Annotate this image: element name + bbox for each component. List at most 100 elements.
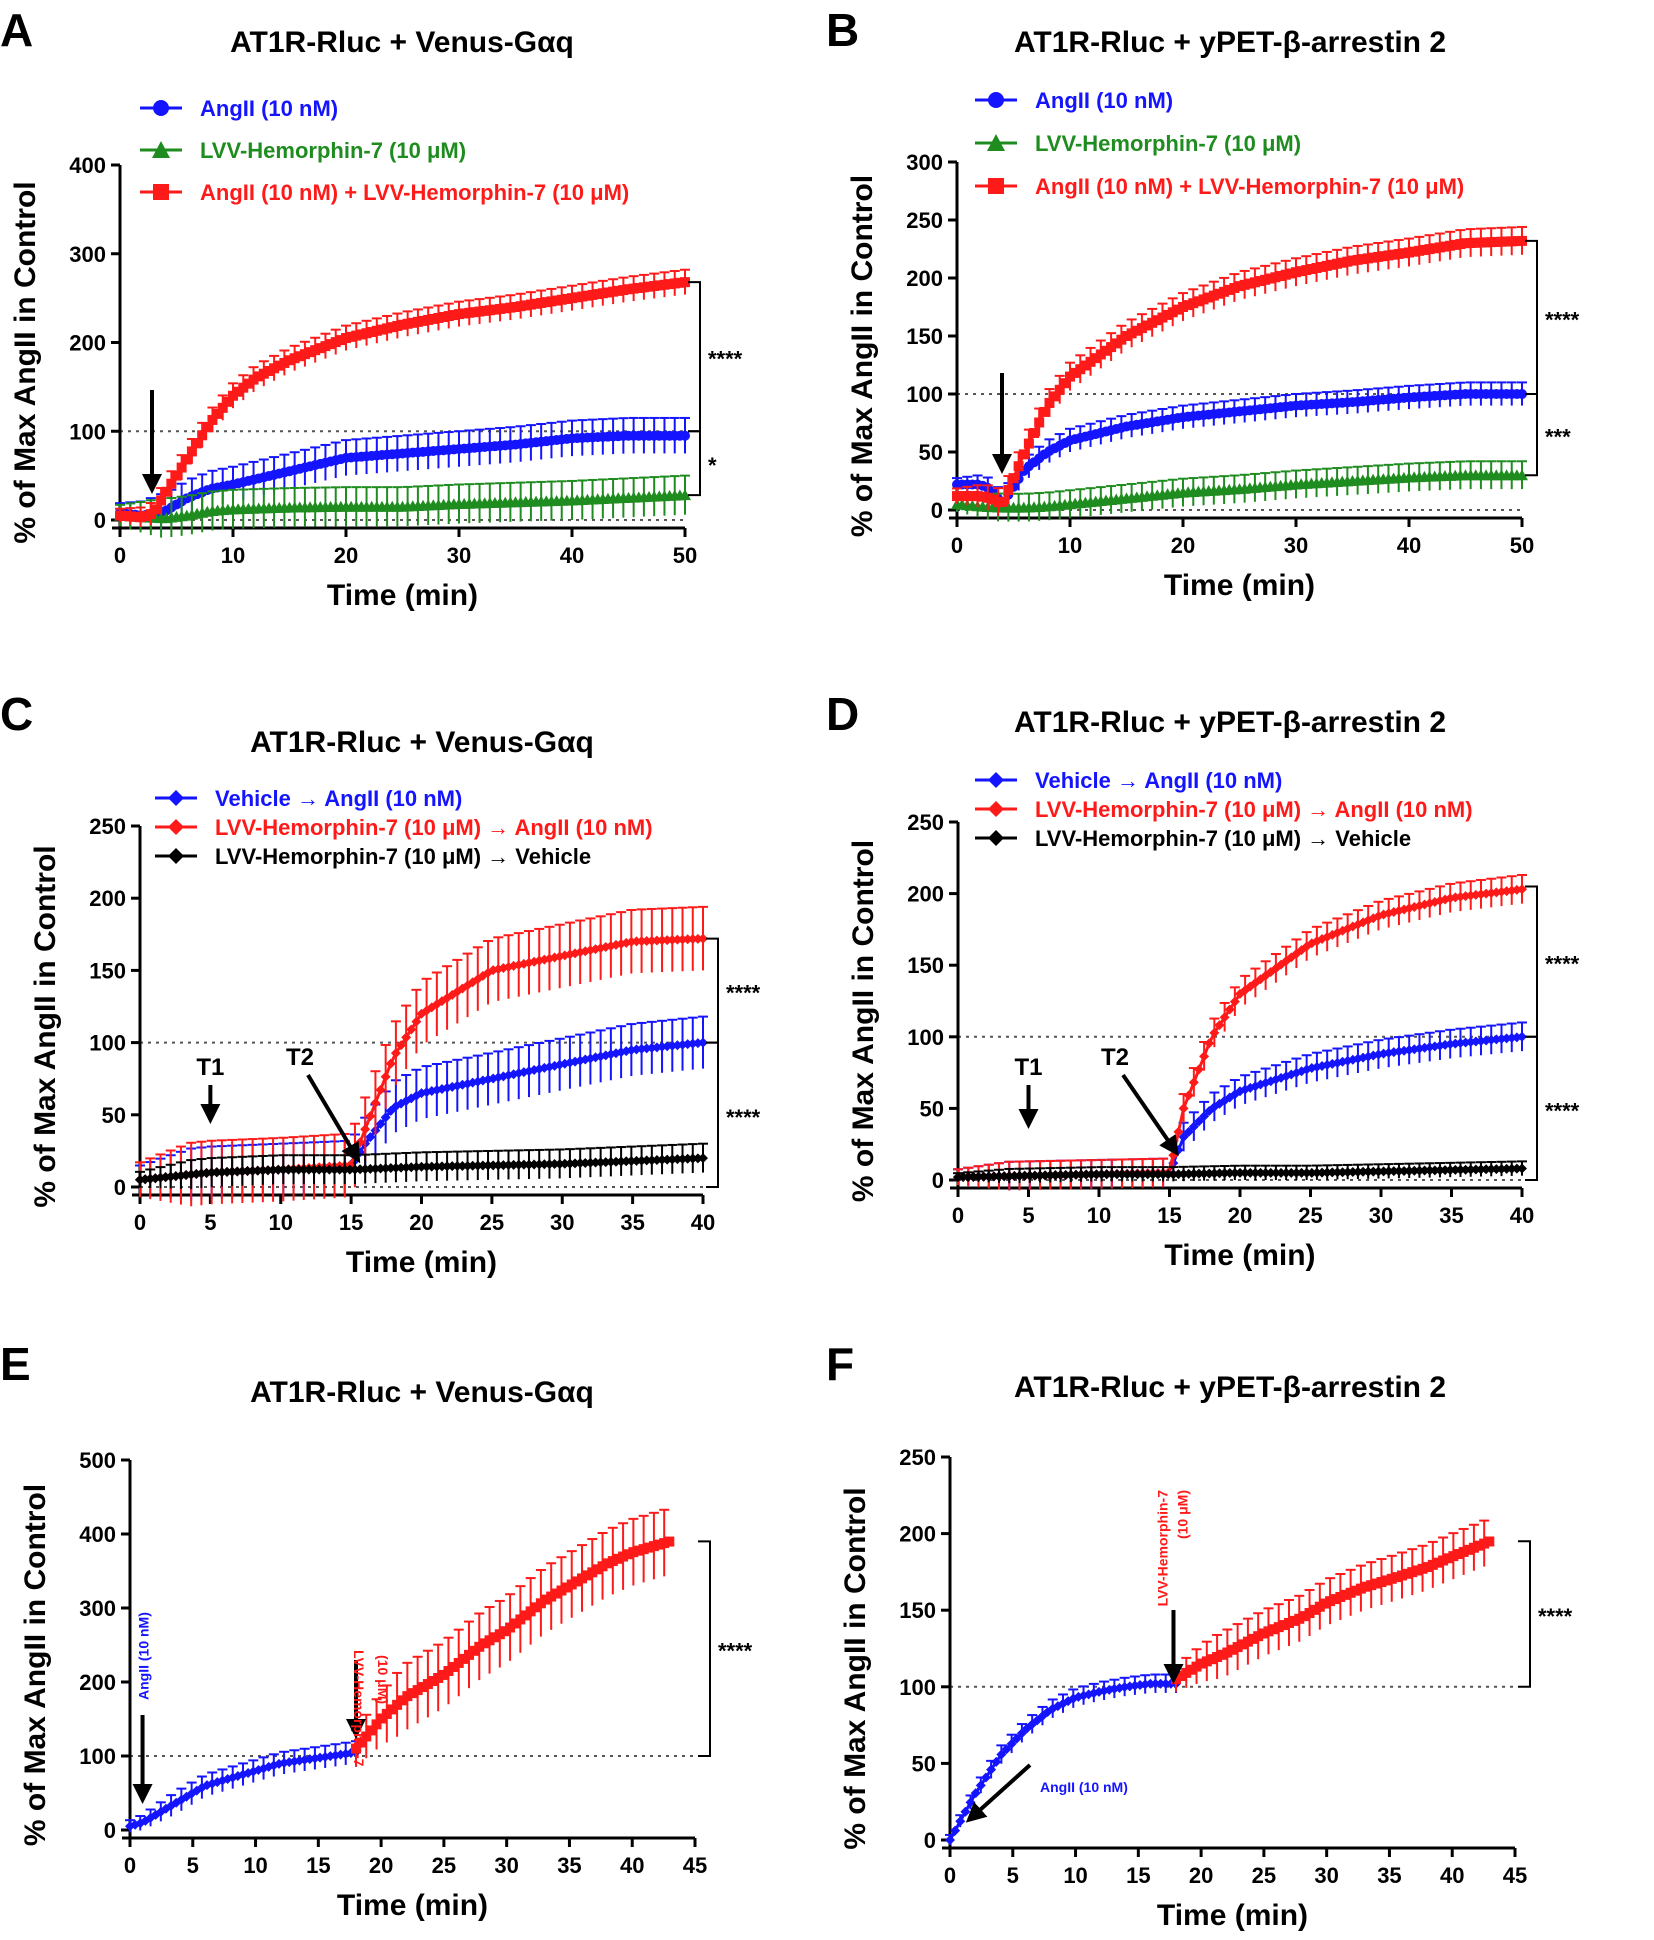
data-point <box>361 1731 372 1742</box>
data-point <box>1006 1738 1017 1749</box>
data-point <box>150 504 161 515</box>
data-point <box>315 343 326 354</box>
data-point <box>1199 1111 1210 1122</box>
data-point <box>443 311 454 322</box>
data-point <box>411 1016 422 1027</box>
data-point <box>1116 334 1127 345</box>
data-point <box>1035 1170 1046 1181</box>
panel-c: C AT1R-Rluc + Venus-Gαq 0 50 100 150 200 250 0 5 1… <box>0 688 761 1279</box>
data-point <box>1106 342 1117 353</box>
data-point <box>1188 298 1199 309</box>
data-point <box>1434 1165 1445 1176</box>
data-point <box>1265 273 1276 284</box>
data-point <box>1327 1167 1338 1178</box>
data-point <box>1065 371 1075 382</box>
data-point <box>1081 1169 1092 1180</box>
data-point <box>1438 1555 1449 1566</box>
data-point <box>633 282 644 293</box>
data-point <box>1386 1573 1397 1584</box>
data-point <box>1142 1169 1153 1180</box>
data-point <box>1188 1168 1199 1179</box>
data-point <box>1397 1570 1407 1581</box>
data-point <box>484 305 495 316</box>
data-point <box>551 1588 562 1599</box>
y-tick-label: 200 <box>69 331 106 356</box>
data-point <box>386 1704 397 1715</box>
data-point <box>525 1606 536 1617</box>
data-point <box>1100 345 1111 356</box>
data-point <box>515 1614 526 1625</box>
data-point <box>166 478 177 489</box>
data-point <box>1152 315 1163 326</box>
data-point <box>1381 1575 1392 1586</box>
y-tick-label: 150 <box>907 953 944 978</box>
data-point <box>376 324 387 335</box>
data-point <box>1294 1613 1305 1624</box>
data-point <box>561 1582 572 1593</box>
data-point <box>498 1160 509 1171</box>
data-point <box>623 284 634 295</box>
y-tick-label: 300 <box>906 150 943 175</box>
data-point <box>366 1725 377 1736</box>
data-point <box>508 1159 519 1170</box>
y-tick-label: 200 <box>907 882 944 907</box>
data-point <box>970 1788 981 1799</box>
data-point <box>125 511 136 522</box>
data-point <box>998 496 1009 507</box>
data-point <box>402 318 413 329</box>
data-point <box>680 277 690 288</box>
data-point <box>1229 996 1240 1007</box>
data-point <box>1183 1126 1194 1137</box>
data-point <box>462 1160 473 1171</box>
data-point <box>659 279 670 290</box>
T2-label: T2 <box>286 1044 314 1071</box>
data-point <box>366 327 377 338</box>
data-point <box>1004 1171 1015 1182</box>
data-point <box>1024 1170 1035 1181</box>
data-point <box>1199 1168 1210 1179</box>
panel-letter: F <box>826 1338 854 1390</box>
data-point <box>551 295 562 306</box>
data-point <box>1460 238 1471 249</box>
x-tick-label: 30 <box>1314 1863 1338 1888</box>
legend-marker <box>988 801 1004 817</box>
data-point <box>1445 1165 1456 1176</box>
data-point <box>452 1161 463 1172</box>
data-point <box>238 382 249 393</box>
data-point <box>1311 262 1322 273</box>
data-point <box>356 1737 367 1748</box>
data-point <box>1183 1168 1194 1179</box>
data-point <box>428 313 439 324</box>
series-1 <box>951 460 1528 522</box>
y-tick-label: 0 <box>932 1168 944 1193</box>
legend-label: LVV-Hemorphin-7 (10 μM) <box>200 138 466 163</box>
data-point <box>474 306 485 317</box>
data-point <box>1178 1103 1189 1114</box>
data-point <box>654 1539 665 1550</box>
data-point <box>243 378 254 389</box>
data-point <box>1270 1167 1281 1178</box>
data-point <box>228 390 238 401</box>
data-point <box>263 366 274 377</box>
data-point <box>467 1160 478 1171</box>
data-point <box>1234 281 1245 292</box>
x-tick-label: 40 <box>1397 533 1421 558</box>
legend-marker <box>168 819 184 835</box>
data-point <box>499 1626 510 1637</box>
data-point <box>1188 1121 1199 1132</box>
data-point <box>390 1048 401 1059</box>
data-point <box>1193 1168 1204 1179</box>
data-point <box>1145 1678 1156 1689</box>
data-point <box>698 1037 708 1048</box>
data-point <box>967 491 978 502</box>
y-tick-label: 200 <box>89 886 126 911</box>
x-tick-label: 0 <box>952 1203 964 1228</box>
data-point <box>273 1164 284 1175</box>
data-point <box>1001 1744 1012 1755</box>
data-point <box>1070 367 1081 378</box>
x-tick-label: 5 <box>1022 1203 1034 1228</box>
data-point <box>1368 252 1379 263</box>
data-point <box>1332 258 1343 269</box>
data-point <box>1409 246 1420 257</box>
y-tick-label: 50 <box>919 440 943 465</box>
